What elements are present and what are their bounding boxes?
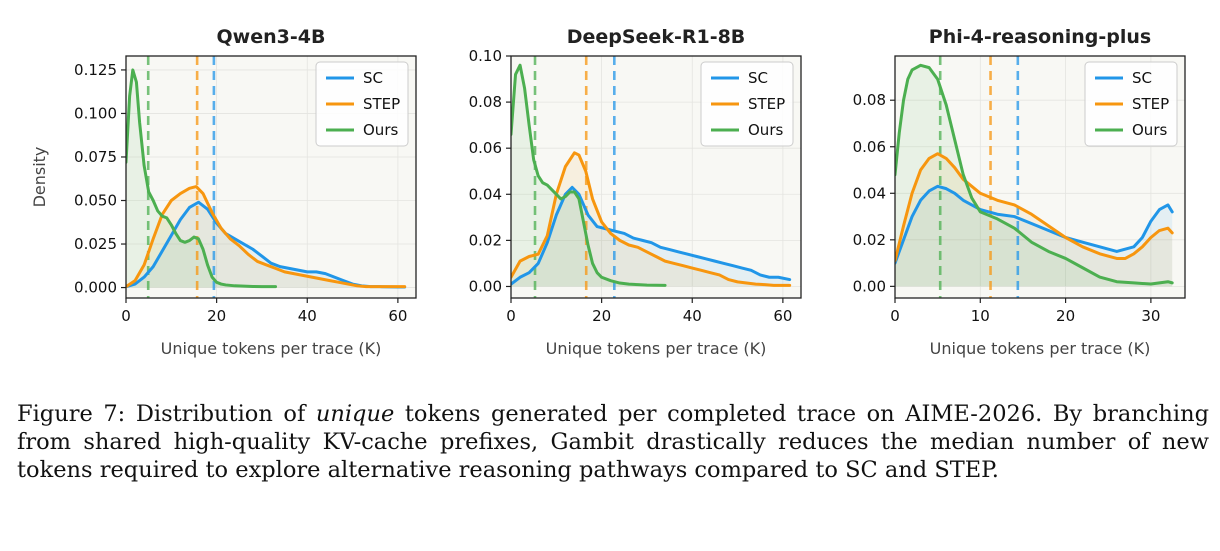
axes-frame xyxy=(510,55,802,299)
series-fill-sc xyxy=(126,202,405,288)
y-tick-label: 0.04 xyxy=(853,184,886,202)
x-axis-label: Unique tokens per trace (K) xyxy=(546,339,767,358)
series-fill-sc xyxy=(895,186,1173,287)
axes-frame xyxy=(894,55,1186,299)
series-fill-step xyxy=(511,152,790,287)
legend-label-step: STEP xyxy=(363,95,400,113)
legend-label-step: STEP xyxy=(1132,95,1169,113)
figure: 0 20 40 600.0000.0250.0500.0750.1000.125Qwe… xyxy=(30,26,1186,358)
series-line-step xyxy=(126,185,407,289)
y-tick-label: 0.050 xyxy=(74,192,117,210)
x-axis-label: Unique tokens per trace (K) xyxy=(930,339,1151,358)
series-line-ours xyxy=(511,63,667,287)
y-tick-label: 0.06 xyxy=(853,138,886,156)
y-tick-label: 0.10 xyxy=(469,47,502,65)
series-line-sc xyxy=(511,185,792,286)
legend-box xyxy=(315,61,409,147)
x-tick-label: 0 xyxy=(506,307,516,325)
chart-panel-1: 0 20 40 60 0.000 0.025 0.050 0.075 0.100 0.125 Qwe… xyxy=(30,26,417,358)
x-tick-label: 30 xyxy=(1141,307,1160,325)
axes-frame xyxy=(125,55,417,299)
y-tick-label: 0.025 xyxy=(74,235,117,253)
y-tick-label: 0.06 xyxy=(469,139,502,157)
y-axis-label: Density xyxy=(30,147,49,208)
series-line-step xyxy=(511,151,792,287)
y-tick-label: 0.02 xyxy=(469,231,502,249)
x-tick-label: 0 xyxy=(890,307,900,325)
y-tick-label: 0.00 xyxy=(469,277,502,295)
y-tick-label: 0.04 xyxy=(469,185,502,203)
series-fill-step xyxy=(126,186,405,288)
x-tick-label: 20 xyxy=(592,307,611,325)
y-tick-label: 0.075 xyxy=(74,148,117,166)
caption-emphasis: unique xyxy=(315,401,395,427)
series-line-step xyxy=(895,152,1174,263)
x-tick-label: 10 xyxy=(971,307,990,325)
chart-panel-2: 0 20 40 60 0.00 0.02 0.04 0.06 0.08 0.10 DeepSeek-… xyxy=(469,26,802,358)
figure-caption: Figure 7: Distribution of unique tokens … xyxy=(17,400,1209,484)
legend-label-ours: Ours xyxy=(1132,121,1167,139)
y-tick-label: 0.000 xyxy=(74,279,117,297)
y-tick-label: 0.08 xyxy=(853,91,886,109)
legend-label-sc: SC xyxy=(1132,69,1152,87)
x-tick-label: 60 xyxy=(388,307,407,325)
series-fill-ours xyxy=(126,69,276,288)
y-tick-label: 0.100 xyxy=(74,104,117,122)
x-tick-label: 20 xyxy=(207,307,226,325)
y-tick-label: 0.00 xyxy=(853,277,886,295)
x-tick-label: 60 xyxy=(773,307,792,325)
legend: SC STEP Ours xyxy=(1084,61,1178,147)
plot-content xyxy=(126,56,407,298)
series-fill-ours xyxy=(895,65,1173,287)
legend-label-sc: SC xyxy=(363,69,383,87)
x-tick-label: 0 xyxy=(121,307,131,325)
legend-label-ours: Ours xyxy=(748,121,783,139)
plot-content xyxy=(895,56,1174,298)
chart-panel-3: 0 10 20 30 0.00 0.02 0.04 0.06 0.08 Phi-4-reasoni… xyxy=(853,26,1186,358)
x-tick-label: 40 xyxy=(298,307,317,325)
series-line-sc xyxy=(895,184,1174,265)
legend-label-step: STEP xyxy=(748,95,785,113)
legend: SC STEP Ours xyxy=(700,61,794,147)
legend-box xyxy=(1084,61,1178,147)
legend: SC STEP Ours xyxy=(315,61,409,147)
y-tick-label: 0.08 xyxy=(469,93,502,111)
chart-title: DeepSeek-R1-8B xyxy=(567,26,746,48)
x-tick-label: 40 xyxy=(683,307,702,325)
legend-box xyxy=(700,61,794,147)
y-tick-label: 0.02 xyxy=(853,231,886,249)
x-axis-label: Unique tokens per trace (K) xyxy=(161,339,382,358)
chart-title: Phi-4-reasoning-plus xyxy=(929,26,1151,48)
chart-title: Qwen3-4B xyxy=(217,26,326,48)
series-line-ours xyxy=(895,63,1174,286)
plot-content xyxy=(511,56,792,298)
series-line-ours xyxy=(126,68,278,289)
legend-label-ours: Ours xyxy=(363,121,398,139)
y-tick-label: 0.125 xyxy=(74,61,117,79)
x-tick-label: 20 xyxy=(1056,307,1075,325)
caption-suffix: tokens generated per completed trace on … xyxy=(17,401,1209,483)
caption-prefix: Figure 7: Distribution of xyxy=(17,401,316,427)
legend-label-sc: SC xyxy=(748,69,768,87)
series-fill-step xyxy=(895,153,1173,287)
